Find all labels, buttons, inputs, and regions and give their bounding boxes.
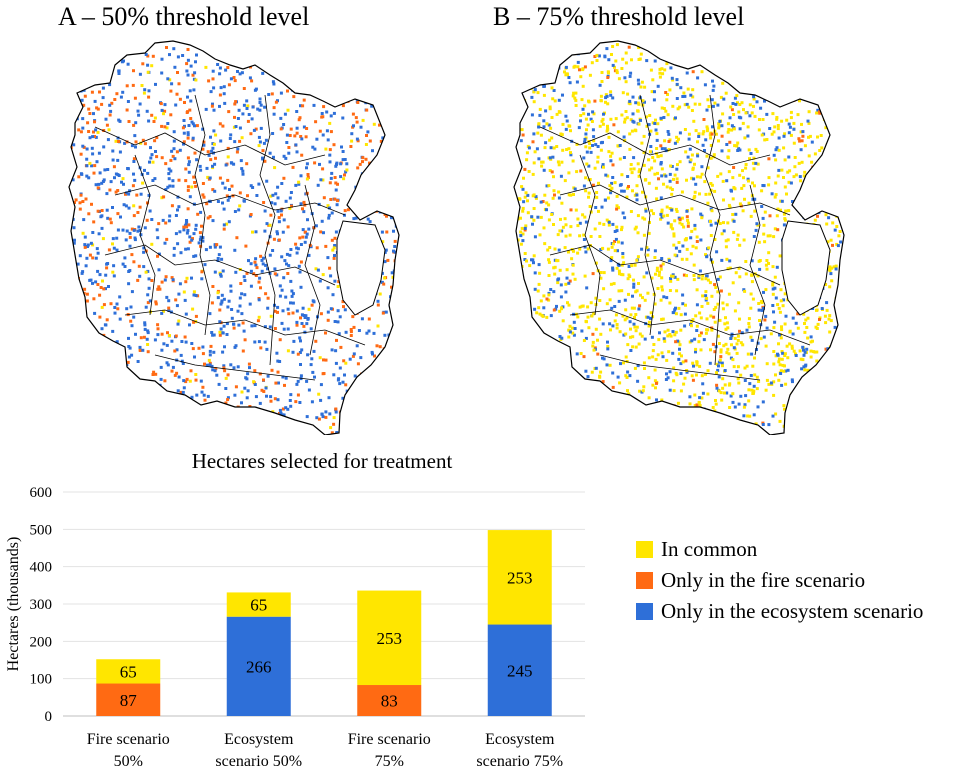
bar-segment: [357, 590, 422, 686]
y-tick-label: 200: [30, 634, 53, 650]
legend-label: Only in the ecosystem scenario: [661, 599, 924, 623]
legend-swatch: [636, 603, 653, 620]
data-label: 65: [120, 662, 137, 681]
legend-label: Only in the fire scenario: [661, 568, 866, 592]
map-b-lake: [781, 220, 831, 316]
legend-item: Only in the fire scenario: [636, 565, 923, 596]
bar-segment: [96, 659, 161, 684]
bar-segment: [357, 685, 422, 716]
data-label: 253: [507, 568, 533, 587]
x-category-label: Ecosystem scenario 75%: [476, 731, 563, 770]
chart-legend: In common Only in the fire scenario Only i…: [636, 534, 923, 627]
map-b-watershed-boundaries: [539, 94, 811, 381]
map-b-outline: [513, 40, 845, 435]
data-label: 266: [246, 657, 272, 676]
map-75-percent-threshold: [513, 40, 845, 435]
y-tick-label: 600: [30, 485, 53, 501]
bar-segment: [96, 683, 161, 716]
data-label: 253: [377, 629, 403, 648]
y-tick-label: 300: [30, 597, 53, 613]
legend-swatch: [636, 572, 653, 589]
x-category-label: Fire scenario 75%: [348, 731, 431, 770]
bar-segment: [487, 624, 552, 716]
legend-label: In common: [661, 537, 758, 561]
bar-segment: [226, 616, 291, 716]
stacked-bar-chart: Hectares selected for treatment 0 100 200 30…: [5, 449, 585, 770]
legend-item: Only in the ecosystem scenario: [636, 596, 923, 627]
map-a-lake: [336, 220, 386, 316]
y-tick-label: 0: [45, 709, 53, 725]
legend-item: In common: [636, 534, 923, 565]
data-label: 83: [381, 692, 398, 711]
map-50-percent-threshold: [68, 40, 400, 435]
data-label: 65: [250, 596, 267, 615]
panel-b-title: B – 75% threshold level: [493, 2, 745, 31]
map-a-watershed-boundaries: [94, 94, 366, 381]
data-label: 245: [507, 661, 533, 680]
panel-a-title: A – 50% threshold level: [58, 2, 310, 31]
chart-title: Hectares selected for treatment: [192, 449, 453, 473]
y-axis-label: Hectares (thousands): [5, 537, 22, 672]
y-tick-label: 400: [30, 560, 53, 576]
y-tick-label: 100: [30, 672, 53, 688]
bar-segment: [226, 592, 291, 617]
bar-segment: [487, 530, 552, 625]
x-category-label: Fire scenario 50%: [87, 731, 170, 770]
legend-swatch: [636, 541, 653, 558]
x-category-label: Ecosystem scenario 50%: [215, 731, 302, 770]
map-a-outline: [68, 40, 400, 435]
y-tick-label: 500: [30, 522, 53, 538]
data-label: 87: [120, 691, 138, 710]
